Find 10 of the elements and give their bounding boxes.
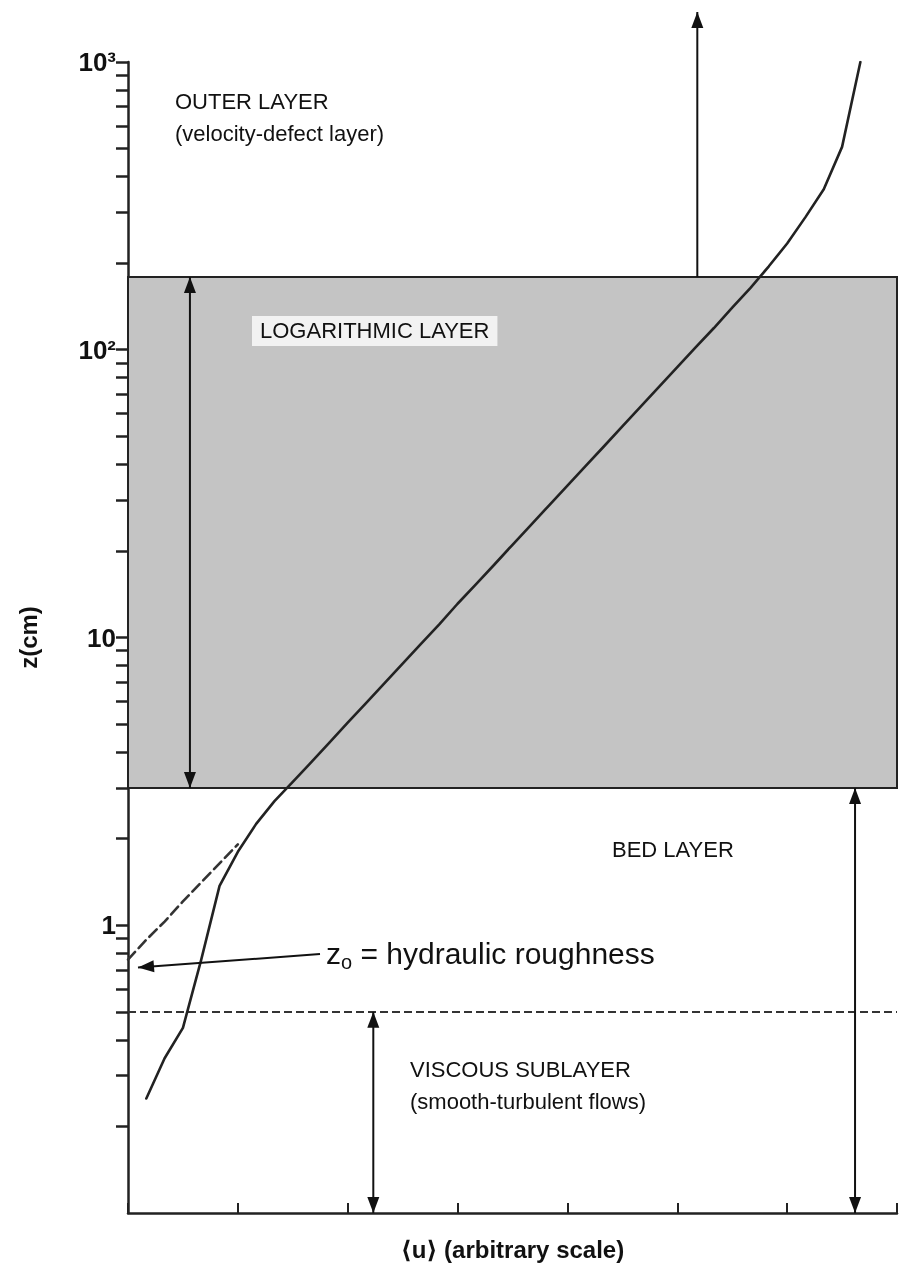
x-axis-title: ⟨u⟩ (arbitrary scale) [400, 1235, 625, 1263]
y-axis-title: z(cm) [14, 606, 42, 669]
y-tick-label: 10 [87, 622, 116, 653]
band-label: LOGARITHMIC LAYER [260, 318, 490, 344]
annotation: BED LAYER [612, 837, 734, 863]
y-tick-label: 10² [78, 334, 117, 365]
annotation: VISCOUS SUBLAYER (smooth-turbulent flows) [410, 1057, 646, 1115]
annotation: OUTER LAYER (velocity-defect layer) [175, 89, 385, 147]
y-tick-label: 10³ [78, 47, 117, 77]
y-tick-label: 1 [101, 910, 116, 941]
